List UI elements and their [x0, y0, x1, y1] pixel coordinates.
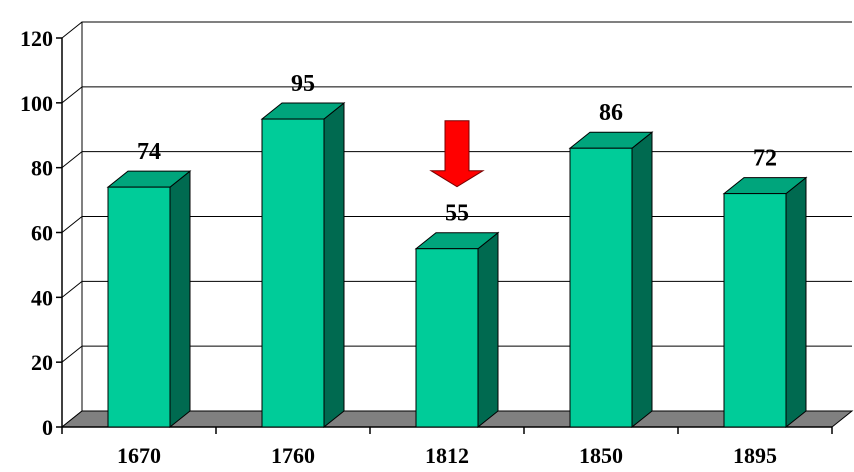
bar-side: [785, 176, 807, 429]
bar-side: [631, 131, 653, 429]
side-wall-gridline: [61, 280, 83, 298]
data-label: 72: [753, 146, 777, 172]
y-tick-label: 80: [31, 156, 53, 181]
side-wall-gridline: [61, 21, 83, 39]
bar-side: [323, 102, 345, 429]
data-label: 86: [599, 100, 623, 126]
y-tick-label: 60: [31, 221, 53, 246]
down-arrow-icon: [429, 120, 485, 188]
bar: [415, 248, 479, 428]
side-wall-gridline: [61, 216, 83, 233]
side-wall-gridline: [61, 86, 83, 104]
bar-side: [169, 170, 191, 429]
data-label: 55: [445, 201, 469, 227]
y-tick-label: 0: [42, 415, 53, 440]
bar: [261, 118, 325, 428]
side-wall-gridline: [61, 151, 83, 169]
y-tick-label: 40: [31, 285, 53, 310]
bar: [107, 186, 171, 428]
y-tick-label: 120: [20, 26, 53, 51]
y-tick-label: 20: [31, 350, 53, 375]
x-tick-label: 1850: [579, 443, 623, 468]
x-tick-label: 1760: [271, 443, 315, 468]
bar: [569, 147, 633, 428]
y-tick-label: 100: [20, 91, 53, 116]
data-label: 95: [291, 71, 315, 97]
x-tick-label: 1670: [117, 443, 161, 468]
x-tick-label: 1895: [733, 443, 777, 468]
data-label: 74: [137, 139, 161, 165]
bar: [723, 193, 787, 428]
side-wall-gridline: [61, 345, 83, 363]
bar-side: [477, 231, 499, 429]
x-tick-label: 1812: [425, 443, 469, 468]
